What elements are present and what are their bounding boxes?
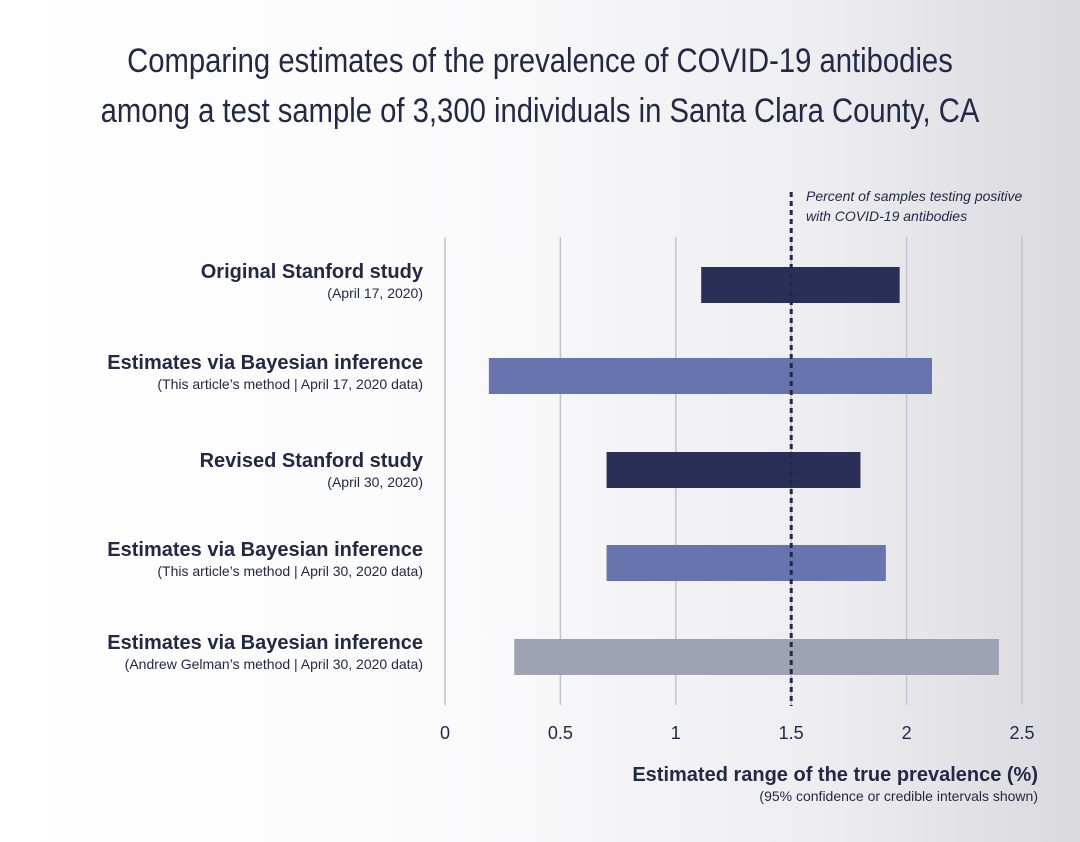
category-label-main: Original Stanford study [200, 261, 423, 283]
x-tick-label: 2.5 [1009, 723, 1034, 743]
category-label-main: Estimates via Bayesian inference [107, 632, 423, 654]
x-axis-label: Estimated range of the true prevalence (… [632, 763, 1038, 805]
x-axis-label-main: Estimated range of the true prevalence (… [632, 764, 1038, 786]
category-label-sub: (This article’s method | April 30, 2020 … [157, 563, 423, 579]
category-label-main: Estimates via Bayesian inference [107, 352, 423, 374]
x-tick-label: 0 [440, 723, 450, 743]
chart-title-line-2: among a test sample of 3,300 individuals… [100, 92, 980, 130]
interval-bar [514, 639, 999, 675]
category-label-main: Revised Stanford study [199, 450, 423, 472]
interval-bar [606, 545, 886, 581]
x-axis-label-sub: (95% confidence or credible intervals sh… [759, 788, 1038, 804]
category-label: Estimates via Bayesian inference (This ar… [107, 351, 423, 393]
reference-annotation-line-1: Percent of samples testing positive [806, 188, 1023, 204]
category-label-sub: (Andrew Gelman’s method | April 30, 2020… [124, 656, 423, 672]
x-tick-label: 1 [671, 723, 681, 743]
category-label: Estimates via Bayesian inference (Andrew … [107, 631, 423, 673]
category-label-sub: (April 17, 2020) [327, 285, 423, 301]
category-label-main: Estimates via Bayesian inference [107, 539, 423, 561]
category-label: Original Stanford study (April 17, 2020) [201, 260, 423, 302]
x-tick-label: 2 [902, 723, 912, 743]
x-tick-label: 1.5 [779, 723, 804, 743]
reference-annotation: Percent of samples testing positive with… [806, 186, 1022, 226]
interval-bar [701, 267, 900, 303]
interval-bar [606, 452, 861, 488]
category-label-sub: (April 30, 2020) [327, 474, 423, 490]
interval-bar [488, 358, 932, 394]
category-label: Estimates via Bayesian inference (This ar… [107, 538, 423, 580]
chart-title-line-1: Comparing estimates of the prevalence of… [127, 42, 953, 80]
category-label: Revised Stanford study (April 30, 2020) [200, 449, 423, 491]
x-tick-label: 0.5 [548, 723, 573, 743]
reference-annotation-line-2: with COVID-19 antibodies [806, 208, 968, 224]
chart-title: Comparing estimates of the prevalence of… [76, 36, 1005, 136]
category-label-sub: (This article’s method | April 17, 2020 … [157, 376, 423, 392]
